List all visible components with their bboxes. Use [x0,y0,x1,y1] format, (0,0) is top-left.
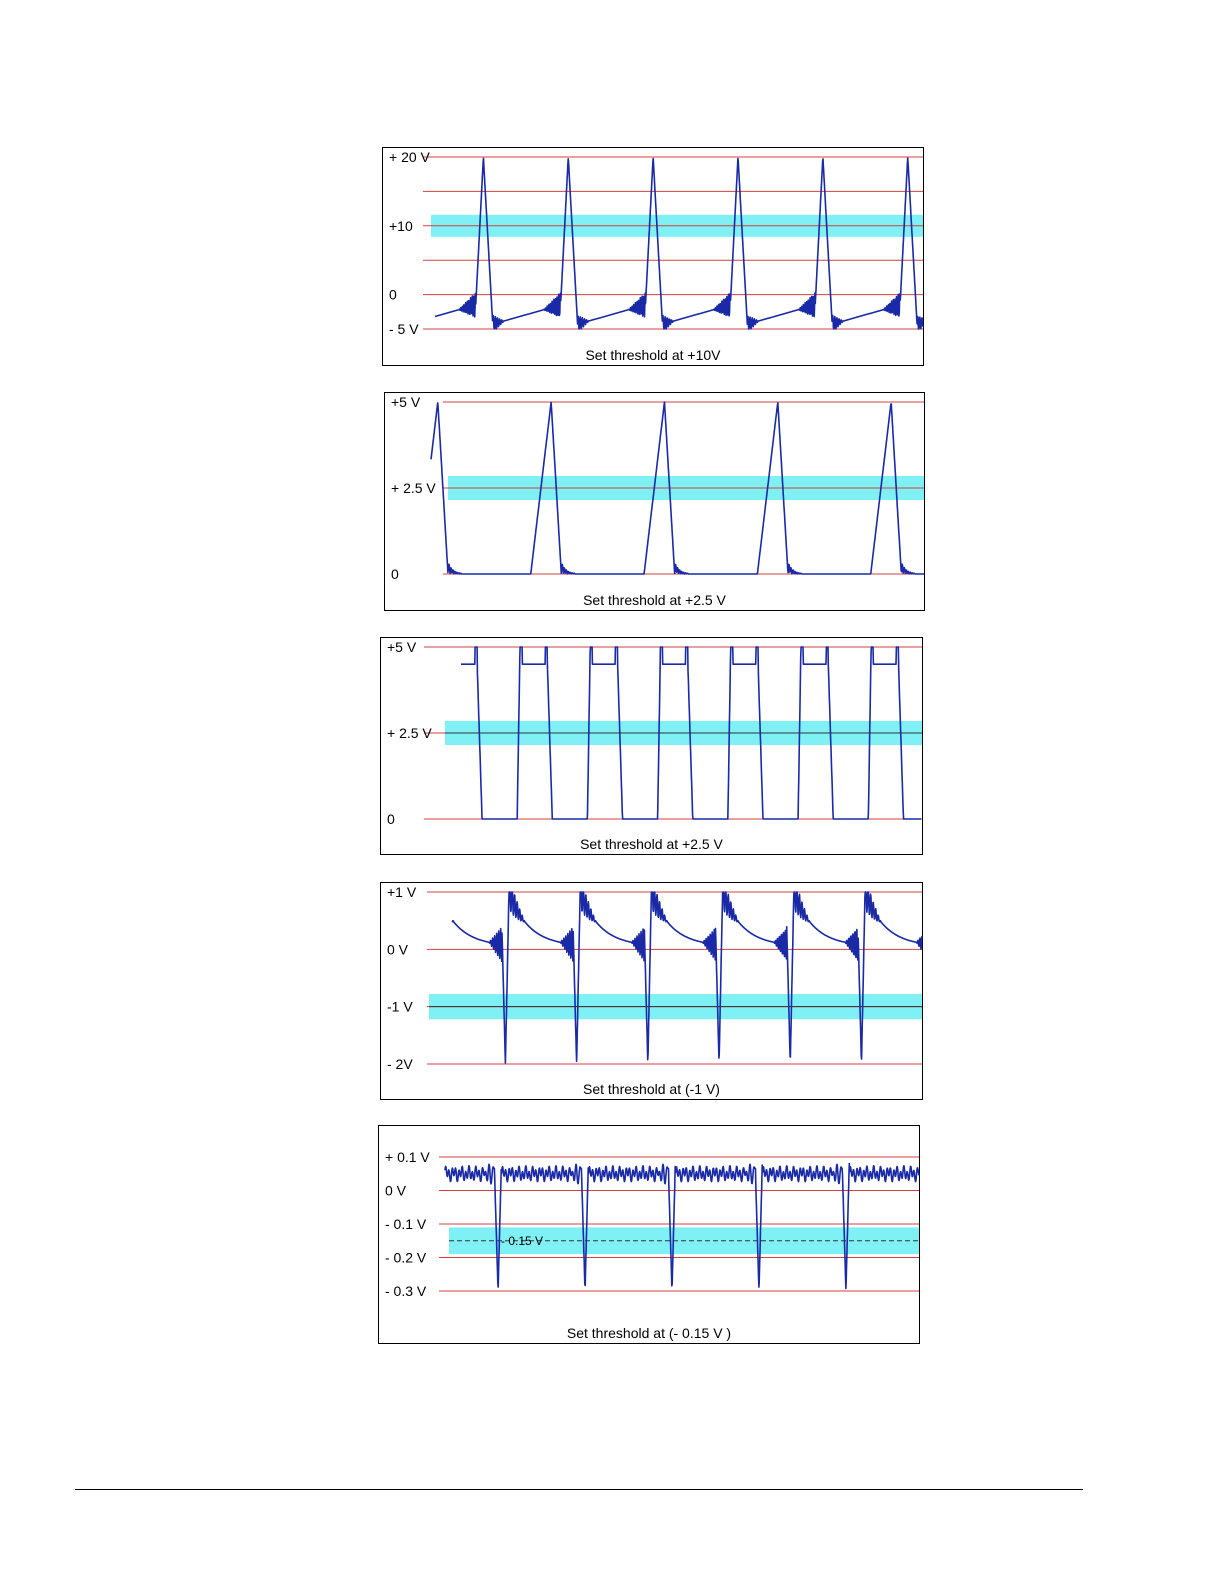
chart-3-caption: Set threshold at +2.5 V [580,836,723,852]
chart-1-svg: + 20 V +10 0 - 5 V [389,149,924,337]
y-tick-label: +5 V [391,394,421,410]
signal-series [434,157,924,330]
signal-series [451,891,923,1064]
chart-5-caption: Set threshold at (- 0.15 V ) [566,1325,732,1341]
threshold-label: - 0.15 V [501,1234,543,1248]
y-tick-label: 0 [387,811,395,827]
y-tick-label: +1 V [387,884,417,900]
chart-4-caption: Set threshold at (-1 V) [583,1081,720,1097]
chart-2-caption: Set threshold at +2.5 V [583,592,726,608]
chart-5-svg: + 0.1 V 0 V - 0.1 V - 0.2 V - 0.3 V - 0.15 V [385,1149,920,1299]
chart-panel-4: +1 V 0 V -1 V - 2V Set threshold at (-1 V) [380,882,923,1100]
chart-3-svg: +5 V + 2.5 V 0 [387,639,922,827]
chart-4-svg: +1 V 0 V -1 V - 2V [387,884,923,1072]
y-tick-label: + 2.5 V [387,725,432,741]
y-tick-label: + 0.1 V [385,1149,430,1165]
signal-series [444,1162,920,1290]
y-tick-label: - 0.3 V [385,1283,427,1299]
chart-panel-2: +5 V + 2.5 V 0 Set threshold at +2.5 V [384,392,925,611]
y-tick-label: +10 [389,218,413,234]
y-tick-label: + 2.5 V [391,480,436,496]
y-tick-label: - 5 V [389,321,419,337]
y-tick-label: 0 V [385,1183,407,1199]
signal-series [430,401,925,575]
y-tick-label: + 20 V [389,149,431,165]
y-tick-label: - 0.1 V [385,1216,427,1232]
y-tick-label: 0 [389,287,397,303]
chart-panel-3: +5 V + 2.5 V 0 Set threshold at +2.5 V [380,637,923,855]
y-tick-label: - 2V [387,1056,413,1072]
chart-1-caption: Set threshold at +10V [585,347,721,363]
chart-panel-1: + 20 V +10 0 - 5 V Set threshold at +10V [382,147,924,366]
chart-2-svg: +5 V + 2.5 V 0 [391,394,925,582]
y-tick-label: -1 V [387,999,413,1015]
signal-series [460,646,922,820]
y-tick-label: 0 [391,566,399,582]
y-tick-label: - 0.2 V [385,1250,427,1266]
footer-rule [75,1489,1083,1490]
y-tick-label: +5 V [387,639,417,655]
y-tick-label: 0 V [387,941,409,957]
